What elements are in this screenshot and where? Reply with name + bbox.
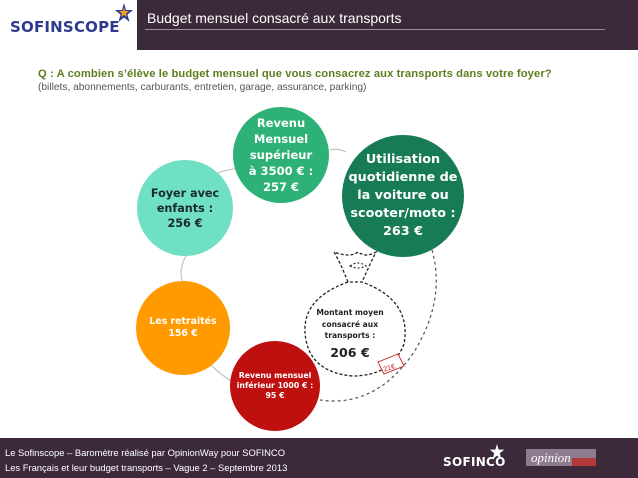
header-bar: Budget mensuel consacré aux transports bbox=[137, 0, 638, 50]
average-amount-value: 206 € bbox=[330, 344, 370, 360]
sofinco-logo: SOFINCO bbox=[443, 455, 506, 469]
footer: Le Sofinscope – Baromètre réalisé par Op… bbox=[0, 438, 638, 478]
bubble-foyer-enfants: Foyer avec enfants : 256 € bbox=[137, 160, 233, 256]
bubble-voiture-moto: Utilisation quotidienne de la voiture ou… bbox=[342, 135, 464, 257]
average-amount: Montant moyen consacré aux transports : … bbox=[308, 307, 392, 361]
connector-arc-right bbox=[329, 148, 347, 153]
connector-arc-left bbox=[180, 255, 187, 284]
page-title: Budget mensuel consacré aux transports bbox=[147, 10, 402, 26]
bubble-revenu-inferieur-text: Revenu mensuel inférieur 1000 € : 95 € bbox=[236, 371, 314, 400]
opinionway-logo-accent bbox=[572, 458, 596, 466]
bubble-revenu-superieur: Revenu Mensuel supérieur à 3500 € : 257 … bbox=[233, 107, 329, 203]
money-bag-icon bbox=[304, 250, 406, 377]
footer-line-1: Le Sofinscope – Baromètre réalisé par Op… bbox=[5, 447, 285, 458]
average-amount-label: Montant moyen consacré aux transports : bbox=[316, 308, 384, 340]
bubble-revenu-superieur-text: Revenu Mensuel supérieur à 3500 € : 257 … bbox=[248, 116, 314, 194]
bubble-retraites-text: Les retraités 156 € bbox=[149, 315, 217, 340]
bubble-voiture-moto-text: Utilisation quotidienne de la voiture ou… bbox=[348, 152, 458, 239]
bubble-revenu-inferieur: Revenu mensuel inférieur 1000 € : 95 € bbox=[230, 341, 320, 431]
footer-line-2: Les Français et leur budget transports –… bbox=[5, 462, 288, 473]
question-text: Q : A combien s’élève le budget mensuel … bbox=[38, 68, 552, 80]
sofinscope-logo: SOFINSCOPE bbox=[0, 0, 137, 50]
price-tag-icon bbox=[377, 353, 405, 375]
star-icon bbox=[489, 444, 505, 460]
connector-arc-dashed bbox=[319, 249, 437, 402]
question-subtext: (billets, abonnements, carburants, entre… bbox=[38, 82, 367, 93]
logo-text: SOFINSCOPE bbox=[10, 18, 120, 36]
bubble-foyer-enfants-text: Foyer avec enfants : 256 € bbox=[150, 186, 220, 230]
star-icon bbox=[115, 3, 133, 22]
bubble-retraites: Les retraités 156 € bbox=[136, 281, 230, 375]
header-divider bbox=[145, 29, 605, 30]
